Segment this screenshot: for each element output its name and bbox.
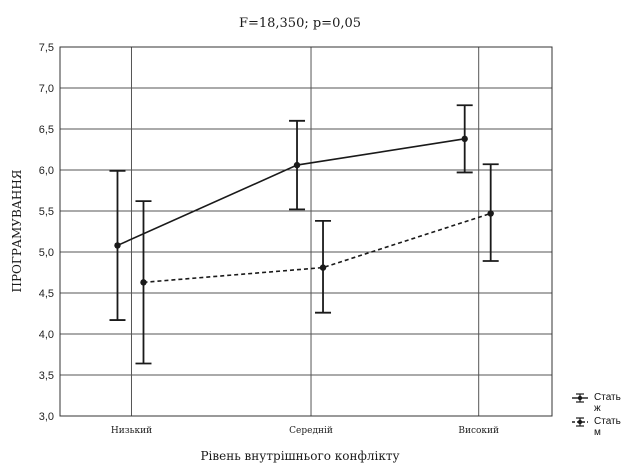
series-group (109, 104, 499, 365)
grid (60, 46, 552, 417)
y-tick-label: 5,0 (39, 247, 54, 259)
y-tick-label: 6,5 (39, 124, 54, 136)
y-axis-label: ПРОГРАМУВАННЯ (10, 169, 24, 292)
y-tick-label: 3,5 (39, 370, 54, 382)
y-tick-label: 4,0 (39, 329, 54, 341)
x-tick-label: Високий (458, 426, 499, 436)
legend-label: Стать (594, 392, 621, 403)
legend-label-suffix: ж (594, 403, 601, 414)
data-point (293, 161, 301, 169)
x-tick-label: Середній (289, 426, 333, 436)
y-tick-label: 6,0 (39, 165, 54, 177)
legend-marker (577, 395, 583, 401)
y-tick-label: 7,5 (39, 42, 54, 54)
x-axis-label: Рівень внутрішнього конфлікту (200, 449, 399, 463)
data-point (114, 242, 121, 249)
data-point (319, 264, 327, 271)
data-point (487, 210, 494, 217)
x-axis: Низький Середній Високий (111, 426, 499, 436)
series-line (143, 212, 491, 284)
legend-label: Стать (594, 416, 621, 427)
data-point (461, 135, 468, 143)
y-tick-label: 7,0 (39, 83, 54, 95)
y-tick-label: 4,5 (39, 288, 54, 300)
legend-marker (577, 419, 583, 425)
y-axis: 3,0 3,5 4,0 4,5 5,0 5,5 6,0 6,5 7,0 7,5 (39, 42, 54, 423)
y-tick-label: 3,0 (39, 411, 54, 423)
data-point (140, 279, 147, 286)
chart-title: F=18,350; p=0,05 (239, 16, 361, 31)
plot-frame (59, 46, 553, 417)
series-line (117, 138, 465, 247)
y-tick-label: 5,5 (39, 206, 54, 218)
legend-label-suffix: м (594, 427, 601, 438)
x-tick-label: Низький (111, 426, 152, 436)
